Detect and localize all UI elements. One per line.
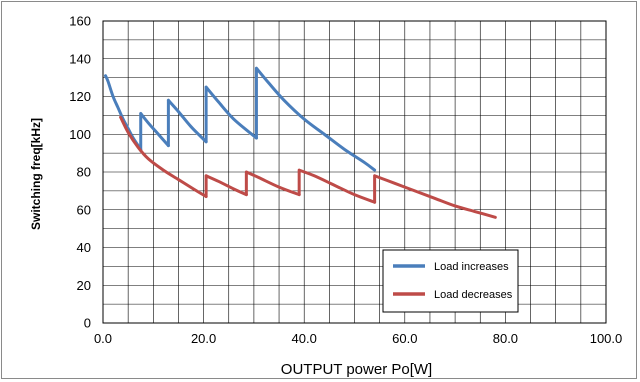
- y-tick-label: 40: [77, 240, 91, 255]
- series-line-segment: [119, 115, 208, 199]
- series-line-segment: [254, 66, 377, 172]
- series-line-segment: [104, 74, 143, 151]
- x-axis-label: OUTPUT power Po[W]: [281, 361, 432, 378]
- x-tick-label: 100.0: [590, 331, 623, 346]
- series-layer: [104, 66, 497, 219]
- y-tick-label: 100: [69, 127, 91, 142]
- y-axis-label: Switching freq[kHz]: [29, 118, 43, 230]
- y-tick-label: 60: [77, 202, 91, 217]
- series-load-decreases: [119, 115, 497, 219]
- y-tick-label: 160: [69, 14, 91, 29]
- series-load-increases: [104, 66, 377, 172]
- series-line-segment: [297, 168, 377, 204]
- legend-entry-label: Load decreases: [434, 289, 513, 301]
- series-line-segment: [373, 174, 497, 219]
- series-line-segment: [204, 85, 258, 144]
- y-tick-label: 140: [69, 51, 91, 66]
- x-tick-label: 60.0: [392, 331, 417, 346]
- legend: Load increases Load decreases: [382, 249, 519, 313]
- y-tick-label: 120: [69, 89, 91, 104]
- legend-box: [382, 249, 519, 313]
- series-line-segment: [166, 98, 208, 148]
- x-tick-label: 0.0: [94, 331, 112, 346]
- y-tick-label: 0: [84, 316, 91, 331]
- x-tick-label: 40.0: [292, 331, 317, 346]
- grid-layer: [103, 21, 606, 323]
- x-tick-label: 80.0: [493, 331, 518, 346]
- y-tick-label: 20: [77, 278, 91, 293]
- x-tick-label: 20.0: [191, 331, 216, 346]
- series-line-segment: [139, 111, 170, 151]
- plot-area-border: [102, 20, 607, 324]
- series-line-segment: [204, 174, 248, 199]
- y-tick-label: 80: [77, 165, 91, 180]
- tick-labels: 0.0 20.0 40.0 60.0 80.0 100.0 0 20 40 60 80 100 120 1…: [69, 14, 622, 347]
- series-line-segment: [244, 170, 301, 197]
- legend-entry-label: Load increases: [434, 261, 509, 273]
